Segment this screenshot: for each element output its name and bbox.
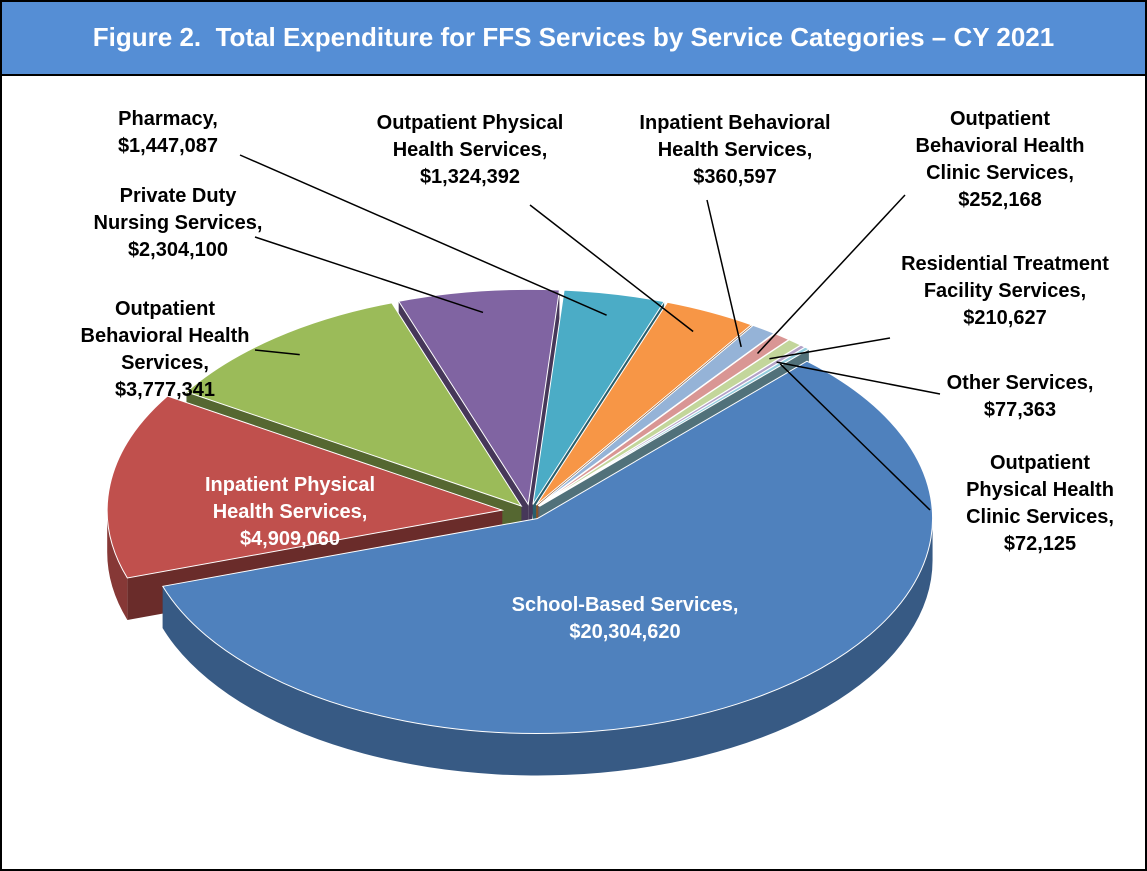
- data-label: Pharmacy, $1,447,087: [93, 106, 243, 160]
- data-label: Inpatient Behavioral Health Services, $3…: [630, 110, 840, 191]
- slice: [161, 360, 934, 734]
- label-category: Inpatient Behavioral Health Services,: [639, 112, 831, 161]
- label-category: Outpatient Behavioral Health Clinic Serv…: [915, 108, 1085, 184]
- slice: [532, 289, 665, 505]
- slice: [537, 324, 776, 507]
- label-value: $72,125: [1003, 533, 1077, 555]
- data-label: Outpatient Behavioral Health Clinic Serv…: [910, 106, 1090, 214]
- data-label: Inpatient Physical Health Services, $4,9…: [178, 472, 403, 553]
- data-label: School-Based Services, $20,304,620: [490, 592, 760, 646]
- leader-line: [529, 204, 694, 333]
- label-value: $210,627: [963, 307, 1047, 329]
- leader-line: [769, 337, 891, 360]
- label-value: $1,447,087: [117, 135, 219, 157]
- label-category: Outpatient Physical Health Services,: [376, 112, 564, 161]
- data-label: Private Duty Nursing Services, $2,304,10…: [83, 183, 273, 264]
- label-value: $252,168: [958, 189, 1042, 211]
- label-category: Other Services,: [946, 372, 1094, 394]
- leader-line: [776, 361, 941, 395]
- slice: [539, 346, 810, 507]
- data-label: Other Services, $77,363: [935, 370, 1105, 424]
- slice-wall: [162, 518, 933, 776]
- label-value: $77,363: [983, 399, 1057, 421]
- leader-line: [239, 154, 607, 316]
- label-category: Outpatient Physical Health Clinic Servic…: [966, 452, 1114, 528]
- label-category: Outpatient Behavioral Health Services,: [80, 298, 250, 374]
- leader-line: [756, 194, 906, 354]
- label-category: School-Based Services,: [511, 594, 739, 616]
- label-category: Residential Treatment Facility Services,: [901, 253, 1109, 302]
- leader-line: [254, 236, 484, 314]
- data-label: Residential Treatment Facility Services,…: [898, 251, 1113, 332]
- data-label: Outpatient Physical Health Clinic Servic…: [953, 450, 1128, 558]
- label-value: $2,304,100: [127, 239, 229, 261]
- label-value: $360,597: [693, 166, 777, 188]
- data-label: Outpatient Physical Health Services, $1,…: [353, 110, 588, 191]
- label-category: Inpatient Physical Health Services,: [204, 474, 376, 523]
- slice: [535, 301, 753, 506]
- slice: [185, 302, 523, 507]
- label-value: $4,909,060: [239, 528, 341, 550]
- label-category: Pharmacy,: [118, 108, 218, 130]
- slice: [106, 395, 505, 579]
- label-category: Private Duty Nursing Services,: [93, 185, 263, 234]
- label-value: $3,777,341: [114, 379, 216, 401]
- chart-title: Figure 2. Total Expenditure for FFS Serv…: [92, 22, 1055, 52]
- label-value: $20,304,620: [569, 621, 681, 643]
- leader-line: [254, 349, 300, 356]
- data-label: Outpatient Behavioral Health Services, $…: [75, 296, 255, 404]
- leader-line: [706, 199, 742, 348]
- title-bar: [0, 0, 1147, 76]
- slice-wall: [107, 510, 128, 620]
- leader-line: [779, 363, 931, 511]
- label-value: $1,324,392: [419, 166, 521, 188]
- slice: [397, 288, 560, 506]
